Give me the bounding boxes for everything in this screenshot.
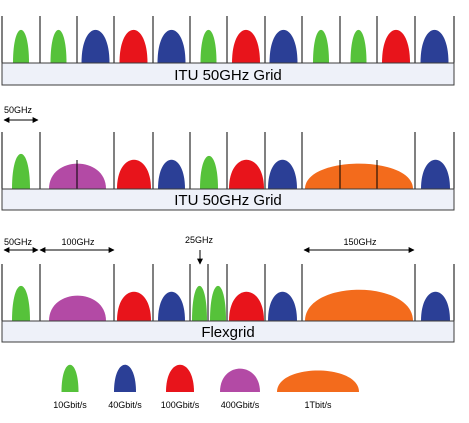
signal-blue — [421, 159, 450, 189]
dimension-label-25ghz: 25GHz — [185, 235, 214, 245]
grid-dividers — [1, 16, 455, 63]
legend-item-orange: 1Tbit/s — [277, 370, 359, 410]
signal-red — [117, 159, 151, 189]
legend-swatch-purple — [220, 368, 260, 392]
signal-red — [229, 291, 264, 321]
row-itu-grid-2: 50GHz ITU 50GHz Grid — [1, 105, 455, 211]
signal-red — [382, 29, 410, 63]
legend: 10Gbit/s 40Gbit/s 100Gbit/s 400Gbit/s 1Tbit/… — [53, 364, 359, 410]
legend-label: 40Gbit/s — [108, 400, 142, 410]
signal-green — [200, 155, 218, 189]
legend-item-purple: 400Gbit/s — [220, 368, 260, 410]
signal-blue — [420, 29, 449, 63]
signal-slots — [12, 153, 450, 189]
grid-bar-label: ITU 50GHz Grid — [174, 192, 282, 209]
signal-green — [210, 285, 226, 321]
grid-bar — [1, 188, 455, 211]
signal-blue — [268, 159, 297, 189]
signal-blue — [421, 291, 450, 321]
grid-bar-label: Flexgrid — [201, 324, 254, 341]
signal-green — [192, 285, 207, 321]
row-itu-grid-1: ITU 50GHz Grid — [1, 16, 455, 86]
signal-green — [50, 29, 67, 63]
dimension-label-50ghz: 50GHz — [4, 105, 33, 115]
grid-dividers — [1, 264, 455, 321]
grid-bar — [1, 62, 455, 86]
legend-swatch-red — [166, 364, 194, 392]
signal-blue — [158, 291, 185, 321]
row-flexgrid: 50GHz 100GHz 25GHz 150GHz Flexgrid — [1, 235, 455, 343]
signal-red — [117, 291, 151, 321]
signal-blue — [81, 29, 110, 63]
dimension-label-150ghz: 150GHz — [343, 237, 377, 247]
legend-item-blue: 40Gbit/s — [108, 364, 142, 410]
signal-green — [13, 29, 29, 63]
grid-bar — [1, 320, 455, 343]
signal-blue — [269, 29, 298, 63]
signal-blue — [157, 29, 186, 63]
legend-item-red: 100Gbit/s — [161, 364, 200, 410]
legend-swatch-orange — [277, 370, 359, 392]
signal-blue — [158, 159, 185, 189]
signal-blue — [268, 291, 297, 321]
signal-slots — [13, 29, 449, 63]
signal-green — [350, 29, 367, 63]
signal-green — [12, 285, 30, 321]
legend-label: 1Tbit/s — [304, 400, 332, 410]
signal-green — [200, 29, 217, 63]
signal-green — [313, 29, 329, 63]
signal-red — [232, 29, 260, 63]
legend-swatch-green — [61, 364, 79, 392]
signal-orange — [305, 289, 413, 321]
dimension-label-100ghz: 100GHz — [61, 237, 95, 247]
dimension-label-50ghz: 50GHz — [4, 237, 33, 247]
legend-item-green: 10Gbit/s — [53, 364, 87, 410]
signal-orange — [305, 163, 413, 189]
signal-green — [12, 153, 30, 189]
legend-label: 10Gbit/s — [53, 400, 87, 410]
signal-red — [229, 159, 264, 189]
signal-slots — [12, 285, 450, 321]
legend-label: 400Gbit/s — [221, 400, 260, 410]
signal-purple — [49, 295, 106, 321]
legend-swatch-blue — [114, 364, 136, 392]
legend-label: 100Gbit/s — [161, 400, 200, 410]
grid-bar-label: ITU 50GHz Grid — [174, 67, 282, 84]
signal-red — [119, 29, 148, 63]
